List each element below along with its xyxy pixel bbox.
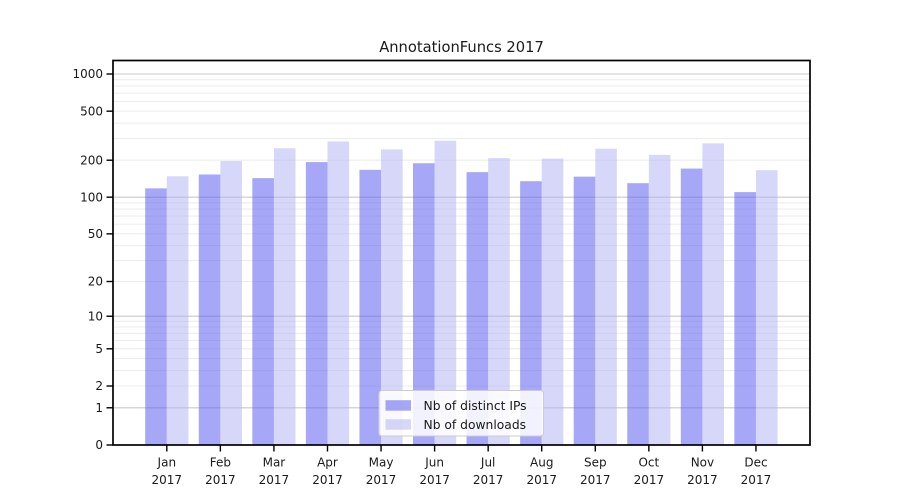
x-tick-label-year: 2017: [741, 473, 772, 487]
bar-nb-of-distinct-ips: [734, 192, 756, 445]
y-tick-label: 2: [95, 379, 103, 393]
x-tick-label-year: 2017: [634, 473, 665, 487]
x-tick-label-month: May: [369, 456, 394, 470]
bar-nb-of-downloads: [434, 140, 457, 446]
bar-nb-of-downloads: [595, 148, 617, 445]
x-tick-label-month: Jun: [424, 456, 444, 470]
x-tick-label-month: Apr: [317, 456, 338, 470]
x-tick-label-month: Sep: [584, 456, 607, 470]
legend: Nb of distinct IPs Nb of downloads: [378, 390, 544, 437]
bar-nb-of-downloads: [327, 141, 350, 445]
legend-label: Nb of downloads: [424, 418, 527, 432]
x-tick-label-month: Feb: [210, 456, 231, 470]
y-tick-label: 500: [80, 104, 103, 118]
x-tick-label-month: Mar: [263, 456, 286, 470]
x-tick-label-year: 2017: [205, 473, 236, 487]
bar-nb-of-distinct-ips: [680, 168, 703, 445]
y-tick-label: 0: [95, 438, 103, 452]
y-tick-label: 100: [80, 190, 103, 204]
bar-nb-of-downloads: [381, 149, 403, 445]
x-tick-label-year: 2017: [312, 473, 343, 487]
y-tick-label: 200: [80, 153, 103, 167]
legend-swatch: [385, 419, 411, 430]
bar-nb-of-downloads: [166, 176, 189, 445]
bar-nb-of-distinct-ips: [466, 172, 489, 445]
y-tick-label: 20: [88, 275, 103, 289]
axes-layer: 0 1 2 5 10 20 50 100 200 500 1000 Jan 2017 Feb 2017 Mar…: [72, 59, 811, 487]
y-tick-label: 50: [88, 227, 103, 241]
bar-nb-of-downloads: [755, 170, 778, 445]
x-tick-label-year: 2017: [366, 473, 397, 487]
x-tick-label-year: 2017: [580, 473, 611, 487]
x-tick-label-year: 2017: [259, 473, 290, 487]
x-tick-label-month: Aug: [530, 456, 553, 470]
bar-nb-of-distinct-ips: [627, 183, 649, 445]
bar-nb-of-distinct-ips: [198, 174, 221, 445]
x-tick-label-year: 2017: [152, 473, 183, 487]
y-tick-label: 10: [88, 309, 103, 323]
legend-label: Nb of distinct IPs: [424, 399, 527, 413]
bar-nb-of-downloads: [488, 158, 510, 446]
legend-box: [378, 390, 544, 437]
bar-nb-of-distinct-ips: [573, 176, 596, 445]
y-tick-label: 1: [95, 401, 103, 415]
x-tick-label-month: Oct: [638, 456, 659, 470]
x-tick-label-month: Dec: [744, 456, 767, 470]
bar-nb-of-downloads: [273, 148, 296, 446]
bar-nb-of-downloads: [702, 143, 724, 445]
plot-frame: [112, 59, 811, 446]
bar-nb-of-downloads: [220, 161, 242, 446]
bar-nb-of-distinct-ips: [413, 163, 435, 445]
bar-nb-of-downloads: [541, 158, 564, 446]
bar-nb-of-distinct-ips: [520, 181, 542, 445]
bar-nb-of-downloads: [648, 154, 671, 445]
legend-swatch: [385, 400, 411, 411]
x-tick-label-month: Jan: [157, 456, 177, 470]
bar-nb-of-distinct-ips: [305, 162, 328, 445]
x-tick-label-year: 2017: [473, 473, 504, 487]
bars-layer: [145, 140, 778, 446]
bar-nb-of-distinct-ips: [145, 188, 167, 445]
y-tick-label: 5: [95, 342, 103, 356]
x-tick-label-month: Jul: [480, 456, 495, 470]
x-tick-label-year: 2017: [526, 473, 557, 487]
x-tick-label-year: 2017: [419, 473, 450, 487]
bar-nb-of-distinct-ips: [252, 178, 274, 446]
chart-title: AnnotationFuncs 2017: [379, 39, 544, 56]
x-tick-label-month: Nov: [691, 456, 714, 470]
bar-nb-of-distinct-ips: [359, 169, 382, 445]
y-tick-label: 1000: [72, 67, 103, 81]
x-tick-label-year: 2017: [687, 473, 718, 487]
